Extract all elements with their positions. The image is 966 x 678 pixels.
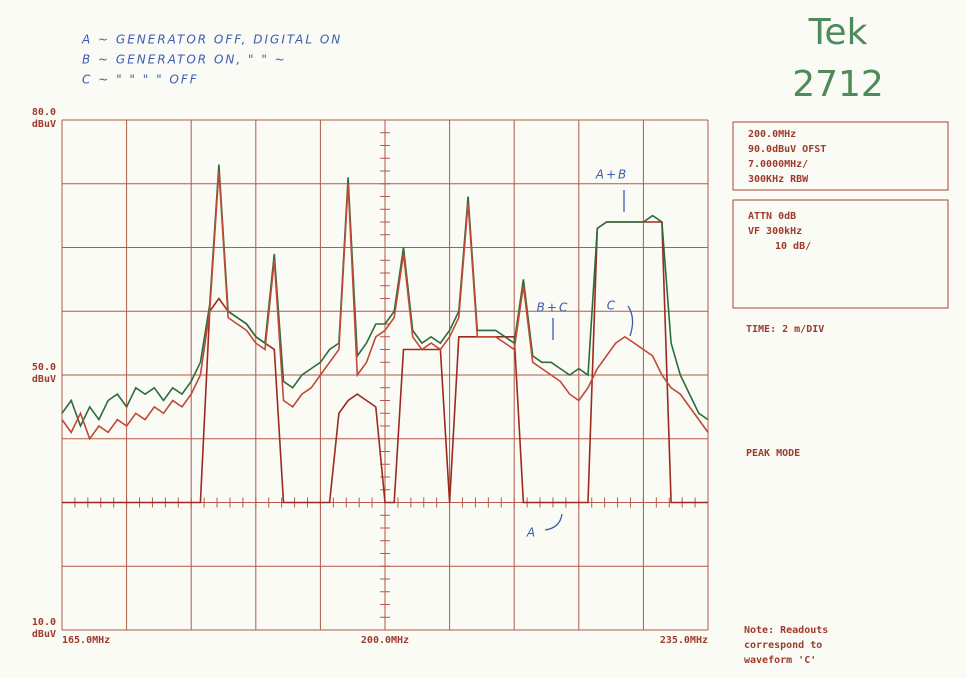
readout-box	[732, 199, 949, 309]
readout: 300KHz RBW	[748, 174, 809, 185]
y-tick-label: 80.0	[32, 107, 56, 118]
readout-note: correspond to	[744, 640, 822, 651]
annotation: C	[607, 299, 617, 313]
y-tick-label: 10.0	[32, 617, 56, 628]
readout-box	[732, 121, 949, 191]
legend-note: A ~ GENERATOR OFF, DIGITAL ON	[81, 33, 342, 47]
readout: 200.0MHz	[748, 129, 796, 140]
y-unit-label: dBuV	[32, 119, 56, 130]
waveform	[61, 170, 709, 441]
annotation: A+B	[595, 168, 629, 182]
annotation: A	[526, 526, 537, 540]
readout: 7.0000MHz/	[748, 159, 808, 170]
brand-model: 2712	[792, 64, 884, 105]
brand-name: Tek	[808, 12, 868, 53]
readout-note: Note: Readouts	[744, 625, 828, 636]
legend-note: C ~ " " " " OFF	[82, 73, 199, 87]
readout: 10 dB/	[775, 241, 811, 252]
x-tick-label: 235.0MHz	[660, 635, 708, 646]
y-tick-label: 50.0	[32, 362, 56, 373]
x-tick-label: 200.0MHz	[361, 635, 409, 646]
y-unit-label: dBuV	[32, 629, 56, 640]
annotation-arrow	[544, 513, 563, 531]
readout-time: TIME: 2 m/DIV	[746, 324, 824, 335]
readout: ATTN 0dB	[748, 211, 796, 222]
readout: VF 300kHz	[748, 226, 802, 237]
annotation: B+C	[537, 301, 570, 315]
waveform	[61, 164, 709, 429]
readout-note: waveform 'C'	[744, 655, 816, 666]
y-unit-label: dBuV	[32, 374, 56, 385]
x-tick-label: 165.0MHz	[62, 635, 110, 646]
readout: 90.0dBuV OFST	[748, 144, 826, 155]
annotation-arrow	[627, 305, 634, 337]
readout-mode: PEAK MODE	[746, 448, 800, 459]
legend-note: B ~ GENERATOR ON, " " ~	[82, 53, 287, 67]
